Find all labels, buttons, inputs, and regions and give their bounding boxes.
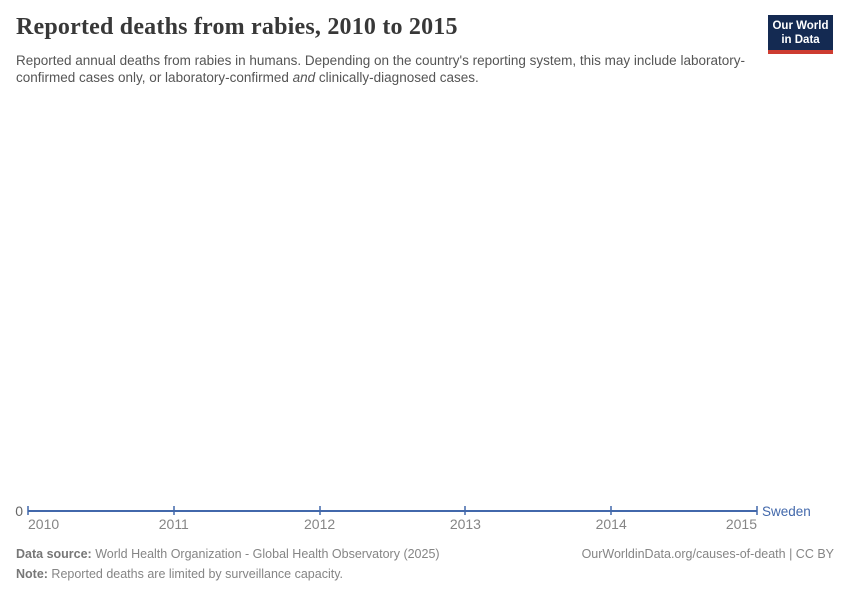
note-label: Note: <box>16 567 48 581</box>
data-source-text: World Health Organization - Global Healt… <box>91 547 440 561</box>
owid-logo[interactable]: Our World in Data <box>768 15 833 54</box>
data-point-marker <box>610 506 613 515</box>
x-axis-tick-label: 2014 <box>595 516 627 532</box>
subtitle-italic-and: and <box>292 70 316 85</box>
entity-label-sweden[interactable]: Sweden <box>762 504 811 519</box>
data-point-marker <box>756 506 758 515</box>
data-source-line: Data source: World Health Organization -… <box>16 547 440 562</box>
data-point-marker <box>172 506 175 515</box>
logo-line-1: Our World <box>772 20 829 32</box>
chart-subtitle: Reported annual deaths from rabies in hu… <box>16 52 751 86</box>
data-line-sweden[interactable] <box>28 510 757 512</box>
footer-link[interactable]: OurWorldinData.org/causes-of-death | CC … <box>581 547 834 561</box>
subtitle-text-tail: clinically-diagnosed cases. <box>315 70 479 85</box>
chart-footer: Data source: World Health Organization -… <box>16 547 834 582</box>
data-point-marker <box>27 506 29 515</box>
data-point-marker <box>464 506 467 515</box>
x-axis-tick-label: 2013 <box>449 516 481 532</box>
note-text: Reported deaths are limited by surveilla… <box>47 567 344 581</box>
y-axis-zero-label: 0 <box>15 503 23 519</box>
subtitle-text: Reported annual deaths from rabies in hu… <box>16 53 745 85</box>
data-point-marker <box>318 506 321 515</box>
page-title: Reported deaths from rabies, 2010 to 201… <box>16 14 458 40</box>
data-source-label: Data source: <box>16 547 92 561</box>
note-line: Note: Reported deaths are limited by sur… <box>16 567 834 582</box>
x-axis-tick-label: 2015 <box>725 516 757 532</box>
x-axis-tick-label: 2012 <box>304 516 336 532</box>
x-axis-tick-label: 2010 <box>28 516 60 532</box>
logo-line-2: in Data <box>781 33 820 46</box>
x-axis-tick-label: 2011 <box>158 516 189 532</box>
